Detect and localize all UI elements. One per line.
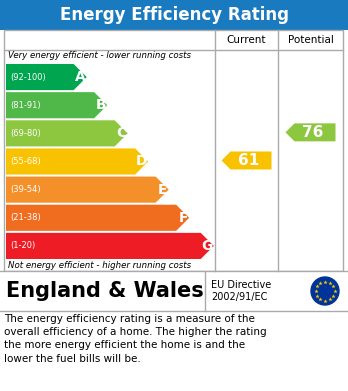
Polygon shape — [221, 151, 271, 170]
Text: Energy Efficiency Rating: Energy Efficiency Rating — [60, 6, 288, 24]
Polygon shape — [6, 120, 128, 146]
Text: A: A — [75, 70, 86, 84]
Text: (55-68): (55-68) — [10, 157, 41, 166]
Polygon shape — [6, 92, 107, 118]
Bar — [0, 271, 348, 311]
Polygon shape — [6, 205, 189, 231]
Text: Not energy efficient - higher running costs: Not energy efficient - higher running co… — [8, 260, 191, 269]
Text: The energy efficiency rating is a measure of the
overall efficiency of a home. T: The energy efficiency rating is a measur… — [4, 314, 267, 364]
Text: (21-38): (21-38) — [10, 213, 41, 222]
Text: F: F — [179, 211, 188, 225]
Text: B: B — [96, 98, 106, 112]
Bar — [4, 30, 343, 271]
Text: C: C — [117, 126, 127, 140]
Circle shape — [311, 277, 339, 305]
Text: England & Wales: England & Wales — [6, 281, 204, 301]
Text: (39-54): (39-54) — [10, 185, 41, 194]
Text: G: G — [201, 239, 213, 253]
Text: Current: Current — [227, 35, 266, 45]
Polygon shape — [6, 233, 214, 259]
Polygon shape — [6, 177, 169, 203]
Text: (69-80): (69-80) — [10, 129, 41, 138]
Text: (92-100): (92-100) — [10, 73, 46, 82]
Text: Potential: Potential — [287, 35, 333, 45]
Text: 61: 61 — [238, 153, 259, 168]
Text: (1-20): (1-20) — [10, 241, 35, 250]
Polygon shape — [285, 123, 335, 142]
Text: (81-91): (81-91) — [10, 101, 41, 110]
Polygon shape — [6, 149, 148, 174]
Bar — [0, 0, 348, 30]
Text: EU Directive
2002/91/EC: EU Directive 2002/91/EC — [211, 280, 271, 302]
Text: D: D — [136, 154, 147, 169]
Text: 76: 76 — [302, 125, 323, 140]
Polygon shape — [6, 64, 87, 90]
Text: E: E — [158, 183, 168, 197]
Text: Very energy efficient - lower running costs: Very energy efficient - lower running co… — [8, 52, 191, 61]
